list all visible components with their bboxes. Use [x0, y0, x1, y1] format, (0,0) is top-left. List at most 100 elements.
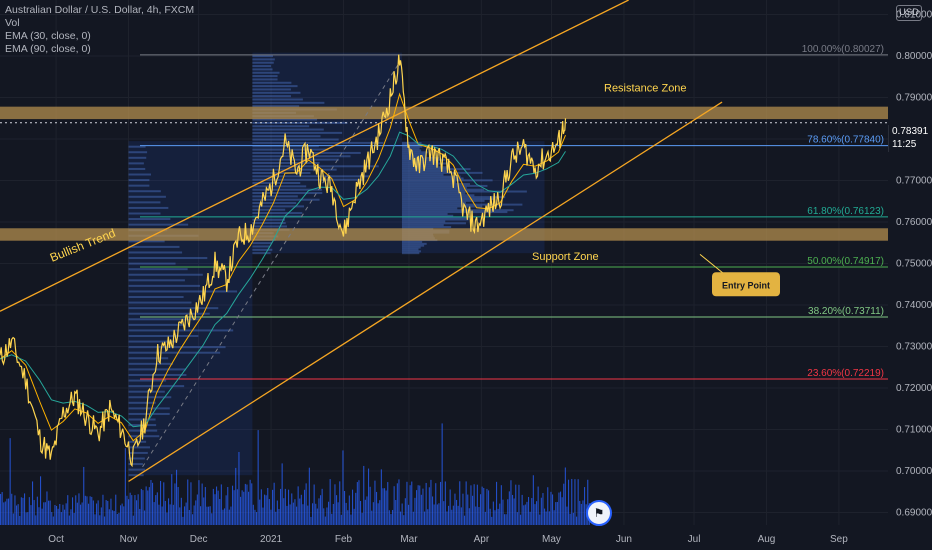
- profile-bar: [252, 128, 324, 131]
- volume-bar: [217, 490, 219, 525]
- x-tick-label: Jul: [688, 534, 701, 545]
- volume-bar: [59, 503, 61, 525]
- volume-bar: [284, 488, 286, 525]
- profile-bar: [252, 58, 275, 61]
- volume-bar: [152, 482, 154, 525]
- volume-bar: [550, 491, 552, 525]
- volume-bar: [576, 516, 578, 525]
- profile-bar: [252, 205, 304, 208]
- volume-bar: [499, 503, 501, 525]
- volume-bar: [112, 510, 114, 525]
- profile-bar: [128, 385, 185, 388]
- profile-bar: [252, 248, 273, 251]
- volume-bar: [67, 495, 69, 525]
- volume-bar: [294, 499, 296, 525]
- profile-bar: [252, 121, 348, 124]
- profile-bar: [128, 451, 148, 454]
- volume-bar: [228, 509, 230, 525]
- volume-bar: [192, 514, 194, 525]
- volume-bar: [545, 511, 547, 525]
- indicator-ema-30[interactable]: EMA (30, close, 0): [5, 30, 91, 42]
- volume-bar: [225, 495, 227, 525]
- profile-bar: [128, 401, 156, 404]
- volume-bar: [457, 505, 459, 525]
- profile-bar: [128, 474, 144, 477]
- volume-bar: [558, 492, 560, 525]
- profile-bar: [401, 244, 425, 247]
- zone-band-0: [0, 106, 888, 120]
- volume-bar: [347, 510, 349, 525]
- volume-bar: [78, 493, 80, 525]
- profile-bar: [252, 98, 303, 101]
- profile-bar: [252, 131, 343, 134]
- volume-bar: [302, 504, 304, 525]
- tradingview-logo-icon[interactable]: ⚑: [586, 500, 612, 526]
- currency-badge[interactable]: USD: [896, 5, 922, 21]
- profile-bar: [401, 216, 469, 219]
- volume-bar: [160, 480, 162, 525]
- volume-bar: [208, 506, 210, 525]
- volume-bar: [451, 509, 453, 525]
- volume-bar: [260, 489, 262, 525]
- profile-bar: [401, 186, 467, 189]
- volume-bar: [297, 486, 299, 525]
- volume-bar: [54, 504, 56, 525]
- volume-bar: [219, 499, 221, 525]
- indicator-ema-90[interactable]: EMA (90, close, 0): [5, 43, 91, 55]
- profile-bar: [252, 148, 329, 151]
- volume-bar: [353, 508, 355, 525]
- indicator-volume[interactable]: Vol: [5, 17, 20, 29]
- volume-bar: [537, 486, 539, 525]
- x-tick-label: Nov: [120, 534, 138, 545]
- zone-band-1: [0, 228, 888, 241]
- volume-bar: [169, 504, 171, 525]
- y-tick-label: 0.79000: [896, 93, 932, 104]
- volume-bar: [195, 500, 197, 525]
- volume-bar: [432, 496, 434, 525]
- volume-bar: [406, 481, 408, 525]
- volume-bar: [291, 493, 293, 525]
- profile-bar: [401, 153, 426, 156]
- channel-line-0: [0, 0, 629, 312]
- volume-bar: [315, 503, 317, 525]
- volume-bar: [480, 494, 482, 525]
- volume-bar: [211, 513, 213, 525]
- profile-bar: [128, 407, 170, 410]
- volume-bar: [94, 514, 96, 525]
- profile-bar: [401, 194, 475, 197]
- volume-bar: [582, 500, 584, 525]
- profile-bar: [128, 463, 143, 466]
- volume-bar: [299, 498, 301, 525]
- volume-bar: [204, 487, 206, 525]
- volume-bar: [123, 506, 125, 525]
- symbol-title[interactable]: Australian Dollar / U.S. Dollar, 4h, FXC…: [5, 4, 195, 16]
- profile-bar: [128, 290, 238, 293]
- volume-bar: [548, 511, 550, 525]
- volume-bar: [272, 489, 274, 525]
- volume-bar: [518, 484, 520, 525]
- volume-bar: [278, 508, 280, 525]
- volume-bar: [142, 490, 144, 525]
- profile-bar: [128, 201, 161, 204]
- volume-bar: [342, 450, 344, 525]
- volume-bar: [126, 495, 128, 525]
- volume-bar: [360, 500, 362, 525]
- volume-bar: [232, 485, 234, 525]
- volume-bar: [17, 504, 19, 525]
- volume-bar: [88, 503, 90, 525]
- volume-bar: [200, 506, 202, 525]
- volume-bar: [283, 498, 285, 525]
- profile-bar: [401, 212, 448, 215]
- profile-bar: [128, 362, 174, 365]
- volume-bar: [124, 448, 126, 525]
- volume-bar: [358, 480, 360, 525]
- volume-bar: [97, 500, 99, 525]
- profile-bar: [252, 125, 310, 128]
- volume-bar: [329, 479, 331, 525]
- profile-bar: [401, 166, 451, 169]
- volume-bar: [256, 512, 258, 525]
- x-tick-label: Feb: [335, 534, 353, 545]
- volume-bar: [43, 502, 45, 525]
- volume-bar: [35, 515, 37, 525]
